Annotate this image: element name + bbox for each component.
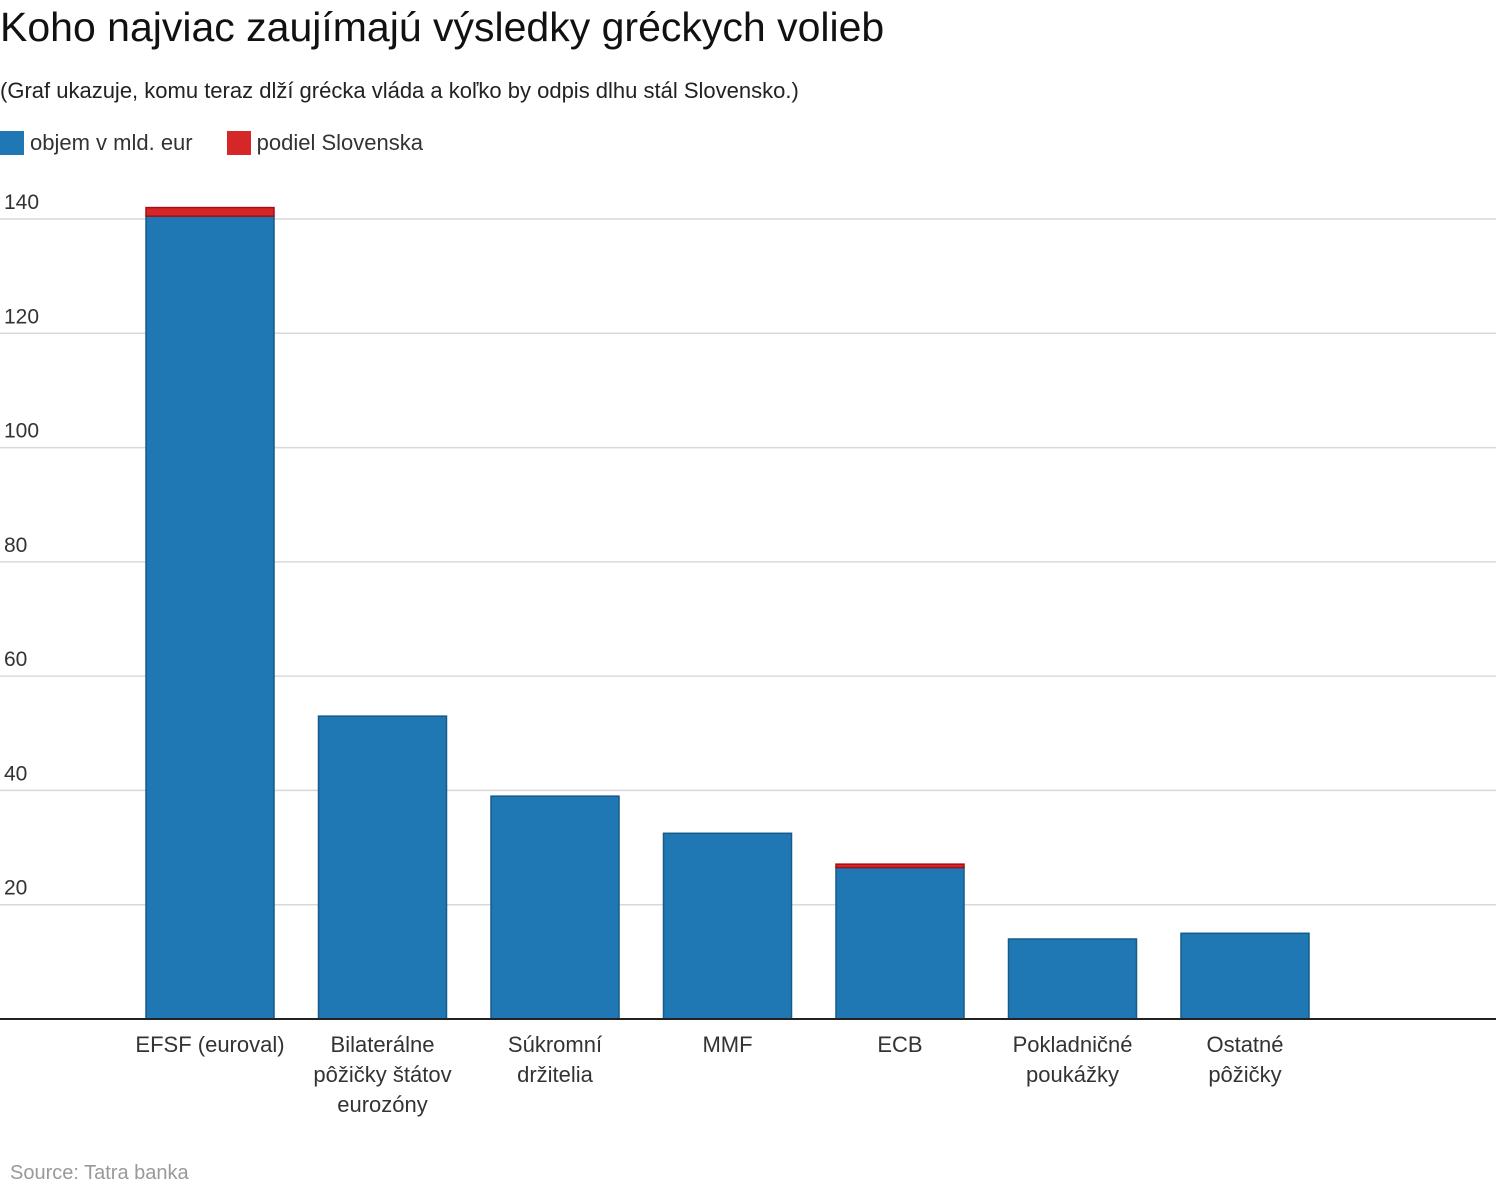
bar-volume — [662, 832, 793, 1020]
chart-subtitle: (Graf ukazuje, komu teraz dlží grécka vl… — [0, 78, 799, 103]
x-tick-label: EFSF (euroval) — [135, 1032, 284, 1057]
y-tick-label: 60 — [4, 648, 27, 671]
bar-slovakia-share — [145, 206, 275, 217]
source-note: Source: Tatra banka — [10, 1162, 189, 1184]
x-tick-label: Súkromní držitelia — [508, 1032, 602, 1087]
y-tick-label: 80 — [4, 534, 27, 557]
bar-volume — [145, 215, 275, 1020]
y-tick-label: 40 — [4, 762, 27, 785]
y-tick-label: 140 — [4, 191, 39, 214]
y-tick-label: 100 — [4, 420, 39, 443]
x-tick-label: ECB — [877, 1032, 922, 1057]
chart-title: Koho najviac zaujímajú výsledky gréckych… — [0, 4, 885, 50]
bar-volume — [1180, 932, 1310, 1020]
legend-item-slovakia: podiel Slovenska — [226, 130, 423, 156]
legend-item-volume: objem v mld. eur — [0, 130, 193, 156]
bar-volume — [835, 866, 965, 1020]
legend: objem v mld. eur podiel Slovenska — [0, 130, 457, 156]
y-tick-label: 20 — [4, 877, 27, 900]
x-tick-label: Bilaterálne pôžičky štátov eurozóny — [313, 1032, 451, 1117]
x-tick-label: Ostatné pôžičky — [1206, 1032, 1283, 1087]
y-tick-label: 120 — [4, 305, 39, 328]
bar-volume — [317, 715, 448, 1020]
bar-chart: 20 40 60 80 100 120 140 EFSF (euroval) Bilaterál… — [0, 191, 1496, 1117]
x-tick-label: Pokladničné poukážky — [1013, 1032, 1133, 1087]
x-tick-label: MMF — [702, 1032, 752, 1057]
legend-label-slovakia: podiel Slovenska — [256, 130, 423, 155]
bar-slovakia-share — [835, 863, 965, 869]
legend-label-volume: objem v mld. eur — [30, 130, 193, 155]
legend-swatch-volume — [0, 131, 24, 155]
legend-swatch-slovakia — [226, 131, 251, 155]
bar-volume — [1007, 938, 1138, 1020]
bar-volume — [490, 795, 620, 1020]
